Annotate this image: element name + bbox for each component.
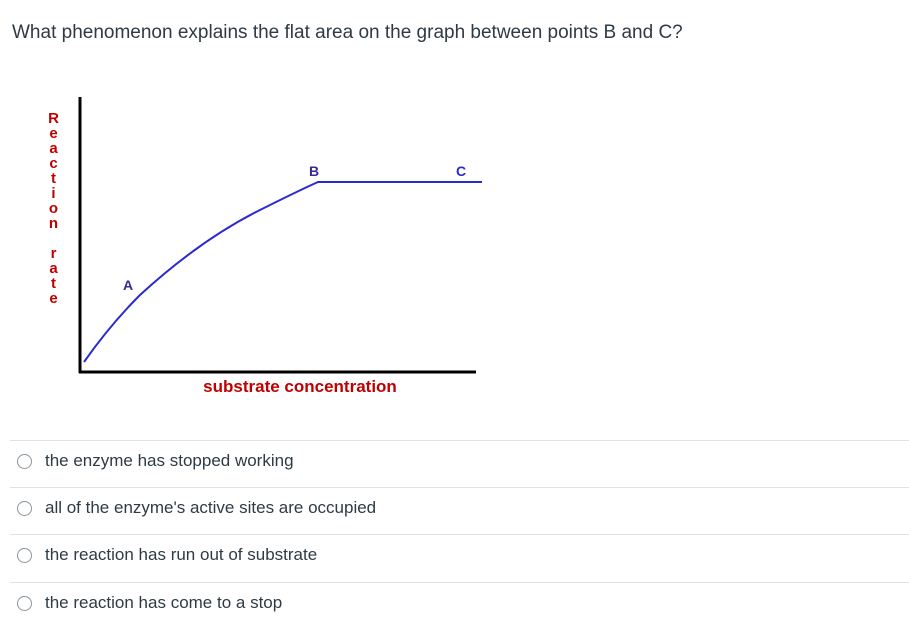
separator: [10, 534, 909, 535]
radio-button[interactable]: [17, 595, 32, 611]
option-label[interactable]: all of the enzyme's active sites are occ…: [45, 498, 377, 517]
curve: [83, 181, 482, 363]
point-label: B: [309, 163, 319, 179]
option[interactable]: the reaction has run out of substrate: [17, 545, 317, 565]
figure: A B C substrate concentration: [78, 97, 482, 396]
option-label[interactable]: the reaction has come to a stop: [45, 593, 283, 612]
radio-button[interactable]: [17, 453, 32, 469]
option[interactable]: the enzyme has stopped working: [17, 451, 294, 471]
y-axis-label: Reaction rate: [45, 110, 62, 305]
option[interactable]: all of the enzyme's active sites are occ…: [17, 498, 376, 518]
point-label: A: [123, 277, 133, 293]
x-axis-label: substrate concentration: [203, 377, 397, 396]
radio-button[interactable]: [17, 500, 32, 516]
separator: [10, 582, 909, 583]
option-label[interactable]: the enzyme has stopped working: [45, 451, 294, 470]
question: What phenomenon explains the flat area o…: [12, 22, 683, 43]
point-label: C: [456, 163, 466, 179]
option-label[interactable]: the reaction has run out of substrate: [45, 545, 318, 564]
option[interactable]: the reaction has come to a stop: [17, 593, 282, 613]
separator: [10, 487, 909, 488]
radio-button[interactable]: [17, 547, 32, 563]
separator: [10, 440, 909, 441]
